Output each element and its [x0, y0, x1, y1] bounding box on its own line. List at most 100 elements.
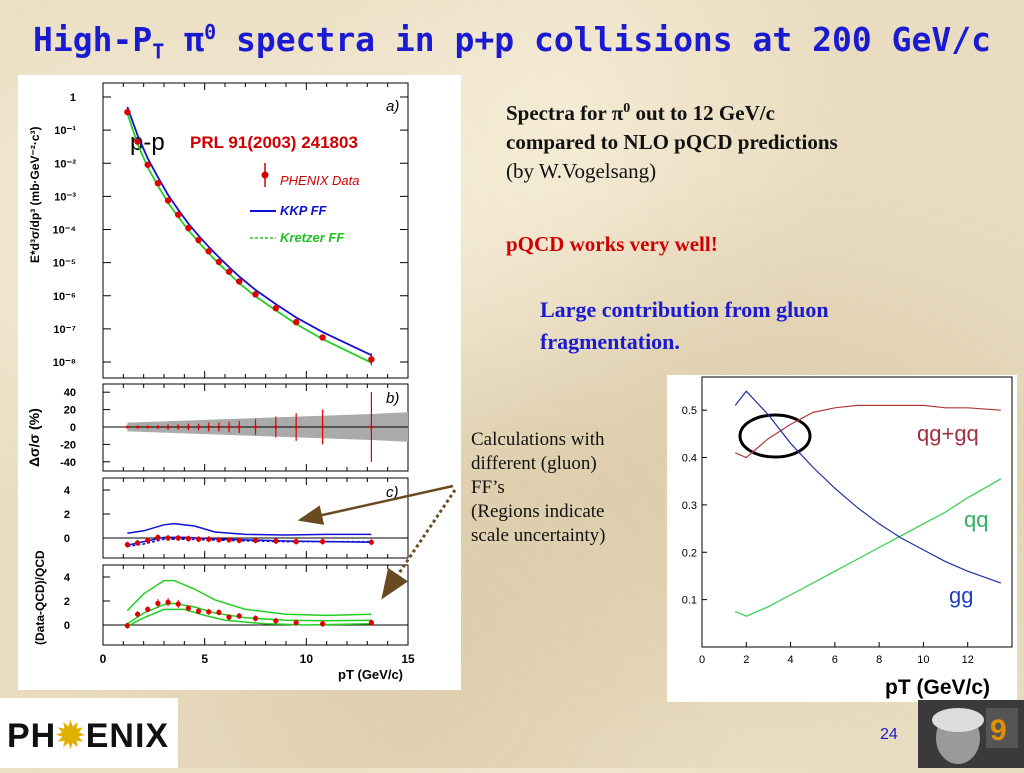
calc-line: FF’s	[471, 477, 505, 498]
c-point	[165, 535, 171, 541]
slide-title: High-PT π0 spectra in p+p collisions at …	[0, 20, 1024, 64]
d-point	[134, 611, 141, 617]
d-point	[320, 621, 326, 627]
subprocess-figure-svg: qg+gq qq gg pT (GeV/c) 0 2 4 6 8 10 12 0.5 0.4 0.…	[682, 376, 1013, 699]
kkp-band-lower	[127, 538, 372, 548]
gg-curve	[734, 390, 1002, 584]
sys-point	[186, 425, 190, 429]
sys-point	[294, 425, 298, 429]
x-tick-label: 0	[100, 652, 107, 666]
data-point	[215, 258, 223, 266]
panel-d-frame	[102, 564, 409, 646]
kkp-curve	[126, 106, 372, 357]
svg-text:9: 9	[990, 714, 1007, 747]
arrow-to-panel-d	[381, 489, 457, 600]
curve-label-qq: qq	[964, 507, 988, 532]
title-rest: spectra in p+p collisions at 200 GeV/c	[216, 20, 991, 59]
d-point	[293, 620, 299, 626]
title-prefix: High-P	[33, 20, 153, 59]
spectra-line3: (by W.Vogelsang)	[506, 159, 657, 183]
logo-text-post: ENIX	[85, 717, 170, 755]
highlight-ellipse	[738, 413, 812, 459]
y-tick-label-c: 4	[64, 485, 71, 497]
sys-point	[166, 425, 170, 429]
d-point	[145, 606, 151, 613]
x-label-right: pT (GeV/c)	[885, 676, 990, 699]
kretzer-band-lower	[127, 608, 372, 627]
y-tick-label-a: 10⁻¹	[54, 125, 76, 137]
x-tick-label: 5	[201, 652, 208, 666]
spectra-figure-svg: a) b) c) d) p-p PRL 91(2003) 241803 PHEN…	[26, 82, 415, 682]
y-tick-label-c: 2	[64, 509, 70, 521]
spectra-line1: Spectra for π	[506, 101, 624, 125]
y-tick-label-right: 0.5	[682, 405, 697, 417]
x-tick-label-right: 2	[743, 654, 749, 666]
d-point	[155, 600, 161, 607]
d-point	[368, 620, 374, 626]
legend-data-marker	[261, 171, 269, 179]
d-point	[124, 623, 130, 629]
legend-kkp: KKP FF	[280, 203, 328, 218]
x-label: pT (GeV/c)	[338, 667, 403, 682]
c-point	[216, 537, 222, 543]
d-point	[216, 609, 222, 616]
d-point	[252, 615, 259, 622]
x-tick-label-right: 10	[917, 654, 929, 666]
d-point	[226, 614, 232, 620]
y-tick-label-a: 10⁻³	[54, 191, 76, 203]
c-point	[206, 536, 212, 542]
c-point	[252, 537, 259, 543]
panel-label-c: c)	[386, 484, 399, 501]
data-point	[195, 236, 202, 244]
sys-point	[176, 425, 180, 429]
d-point	[185, 605, 191, 611]
x-tick-label-right: 8	[876, 654, 882, 666]
panel-label-b: b)	[386, 390, 399, 407]
y-tick-label-a: 10⁻²	[54, 158, 76, 170]
data-point	[175, 211, 182, 218]
sys-point	[136, 425, 140, 429]
subprocess-figure: qg+gq qq gg pT (GeV/c) 0 2 4 6 8 10 12 0.5 0.4 0.…	[667, 375, 1017, 702]
kkp-band-upper	[127, 522, 372, 536]
data-point	[252, 291, 259, 298]
y-tick-label-b: 40	[64, 387, 76, 399]
c-point	[195, 536, 202, 542]
y-tick-label-right: 0.1	[682, 595, 697, 607]
y-tick-label-a: 10⁻⁵	[53, 258, 76, 270]
data-point	[225, 268, 233, 275]
gluon-line2: fragmentation.	[540, 329, 680, 354]
sys-point	[125, 425, 129, 429]
data-point	[205, 248, 212, 255]
sys-point	[146, 425, 150, 429]
y-tick-label-d: 2	[64, 596, 70, 608]
y-tick-label-a: 10⁻⁷	[53, 324, 76, 336]
logo-star-icon: ✹	[56, 717, 86, 755]
c-point	[155, 534, 161, 540]
c-point	[185, 536, 191, 542]
d-point	[236, 613, 242, 619]
c-point	[236, 537, 242, 543]
x-tick-label: 10	[300, 652, 314, 666]
c-point	[145, 537, 151, 543]
panel-label-a: a)	[386, 98, 399, 115]
spectra-sup: 0	[623, 101, 631, 116]
c-point	[134, 540, 141, 546]
spectra-line1-rest: out to 12 GeV/c	[630, 101, 775, 125]
sys-point	[197, 425, 201, 429]
d-point	[273, 618, 279, 624]
y-tick-label-right: 0.3	[682, 500, 697, 512]
y-tick-label-a: 10⁻⁴	[53, 225, 76, 237]
sys-point	[274, 425, 278, 429]
gluon-statement: Large contribution from gluon fragmentat…	[540, 294, 960, 358]
logo-text-pre: PH	[7, 717, 57, 755]
c-point	[226, 537, 232, 543]
y-tick-label-c: 0	[64, 533, 70, 545]
y-tick-label-b: -40	[60, 457, 76, 469]
sys-point	[321, 425, 325, 429]
data-point	[236, 278, 243, 285]
y-tick-label-d: 0	[64, 620, 70, 632]
data-point	[124, 108, 131, 116]
calculation-note: Calculations with different (gluon) FF’s…	[471, 428, 671, 548]
qq-curve	[734, 478, 1002, 617]
data-point	[368, 356, 375, 363]
